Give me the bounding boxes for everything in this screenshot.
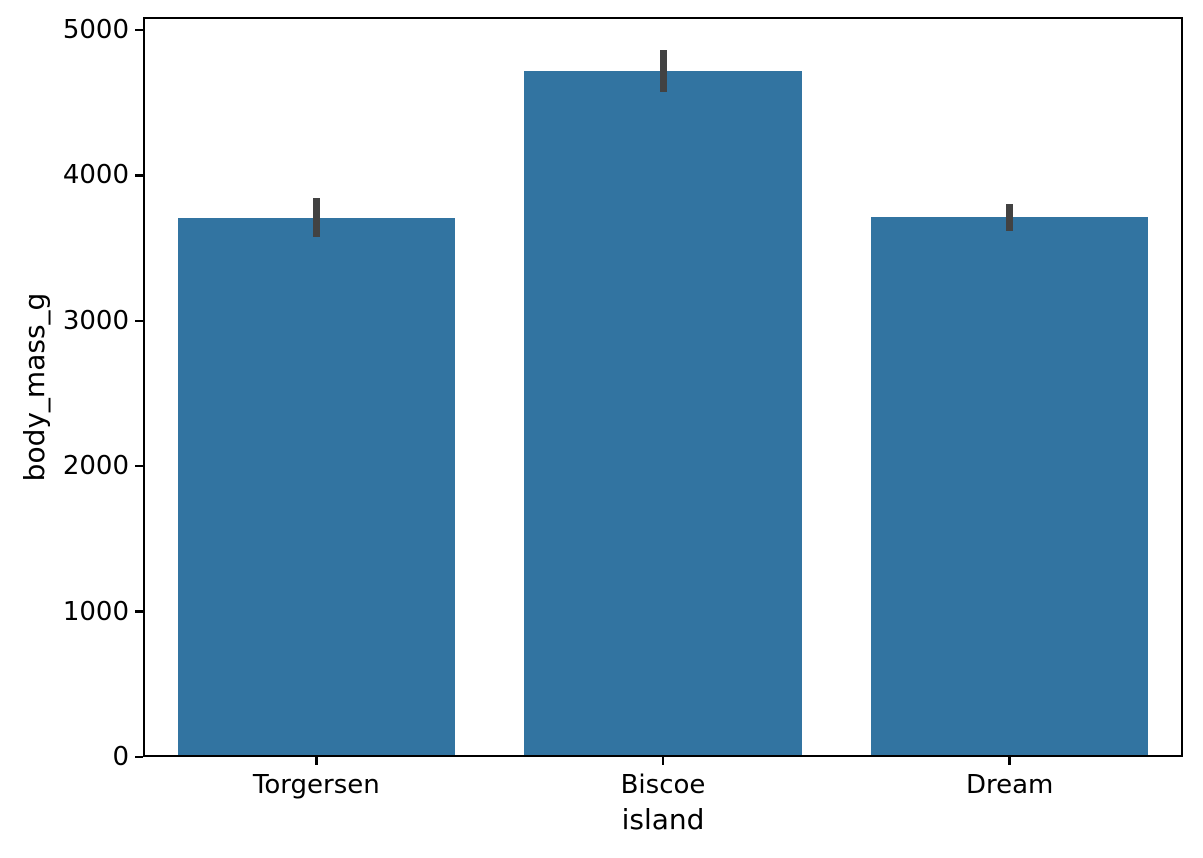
y-tick-label: 4000: [62, 160, 129, 191]
x-tick-mark: [1008, 757, 1011, 765]
y-tick-mark: [135, 464, 143, 468]
x-tick-label: Biscoe: [620, 770, 706, 800]
x-tick-mark: [315, 757, 318, 765]
x-tick-mark: [661, 757, 665, 765]
y-tick-label: 5000: [62, 14, 129, 45]
error-bar-dream: [1006, 203, 1014, 231]
error-bar-biscoe: [659, 49, 667, 92]
x-tick-label: Dream: [965, 770, 1054, 800]
bar-biscoe: [524, 71, 802, 757]
y-tick-label: 2000: [62, 451, 129, 482]
y-axis-label: body_mass_g: [18, 292, 51, 482]
y-tick-mark: [135, 28, 143, 32]
bar-dream: [871, 217, 1149, 757]
y-tick-mark: [135, 174, 143, 177]
y-tick-mark: [135, 319, 143, 322]
y-tick-mark: [135, 610, 143, 613]
x-tick-label: Torgersen: [252, 770, 380, 800]
y-tick-label: 1000: [62, 596, 129, 627]
y-tick-label: 0: [112, 742, 129, 772]
error-bar-torgersen: [312, 197, 320, 238]
bar-torgersen: [177, 218, 455, 757]
x-axis-label: island: [621, 803, 705, 836]
y-tick-mark: [135, 755, 143, 759]
y-tick-label: 3000: [62, 305, 129, 336]
